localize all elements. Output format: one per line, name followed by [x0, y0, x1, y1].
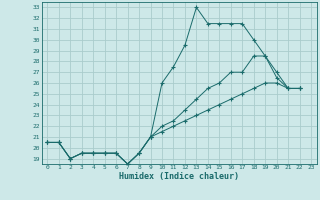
X-axis label: Humidex (Indice chaleur): Humidex (Indice chaleur) — [119, 172, 239, 181]
